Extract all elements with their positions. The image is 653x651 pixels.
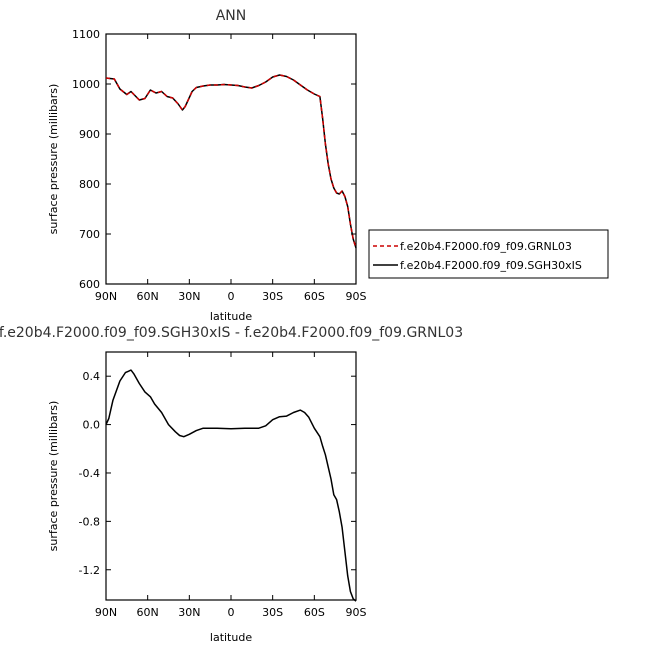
legend-box [368,229,609,279]
top-x-tick-label: 90S [346,290,367,303]
bottom-x-tick-label: 60S [304,606,325,619]
bottom-panel: f.e20b4.F2000.f09_f09.SGH30xIS - f.e20b4… [0,325,463,644]
bottom-y-tick-label: 0.0 [83,419,101,432]
bottom-y-tick-label: -1.2 [79,564,100,577]
bottom-series-lines [105,369,357,602]
top-chart-title: ANN [216,8,247,24]
legend-label-series-2: f.e20b4.F2000.f09_f09.SGH30xIS [400,259,582,272]
bottom-x-tick-label: 30N [178,606,200,619]
top-series-lines [105,74,357,249]
top-x-tick-label: 60N [137,290,159,303]
bottom-x-tick-label: 90S [346,606,367,619]
top-x-axis-label: latitude [210,310,252,323]
top-y-tick-label: 1000 [72,78,100,91]
top-x-tick-label: 30N [178,290,200,303]
bottom-y-axis-label: surface pressure (millibars) [47,401,60,552]
bottom-x-tick-label: 30S [262,606,283,619]
bottom-x-ticks: 90N 60N 30N 0 30S 60S 90S [95,352,367,619]
top-x-tick-label: 90N [95,290,117,303]
top-x-tick-label: 30S [262,290,283,303]
bottom-y-tick-label: -0.8 [79,515,100,528]
top-y-ticks: 600 700 800 900 1000 1100 [72,28,356,291]
bottom-y-tick-label: 0.4 [83,370,101,383]
top-series-line-1 [105,74,357,249]
bottom-y-ticks: 0.4 0.0 -0.4 -0.8 -1.2 [79,370,356,577]
top-y-tick-label: 900 [79,128,100,141]
top-y-axis-label: surface pressure (millibars) [47,84,60,235]
bottom-y-tick-label: -0.4 [79,467,100,480]
top-plot-frame [105,33,357,285]
bottom-x-tick-label: 60N [137,606,159,619]
bottom-x-tick-label: 0 [228,606,235,619]
bottom-series-line-1 [105,369,357,602]
bottom-x-tick-label: 90N [95,606,117,619]
top-y-tick-label: 800 [79,178,100,191]
top-y-tick-label: 700 [79,228,100,241]
bottom-x-axis-label: latitude [210,631,252,644]
legend-label-series-1: f.e20b4.F2000.f09_f09.GRNL03 [400,240,572,253]
top-series-line-2 [105,74,357,249]
bottom-chart-title: f.e20b4.F2000.f09_f09.SGH30xIS - f.e20b4… [0,325,463,341]
top-y-tick-label: 600 [79,278,100,291]
top-y-tick-label: 1100 [72,28,100,41]
top-x-tick-label: 60S [304,290,325,303]
top-x-ticks: 90N 60N 30N 0 30S 60S 90S [95,34,367,303]
legend: f.e20b4.F2000.f09_f09.GRNL03 f.e20b4.F20… [368,229,609,279]
top-x-tick-label: 0 [228,290,235,303]
